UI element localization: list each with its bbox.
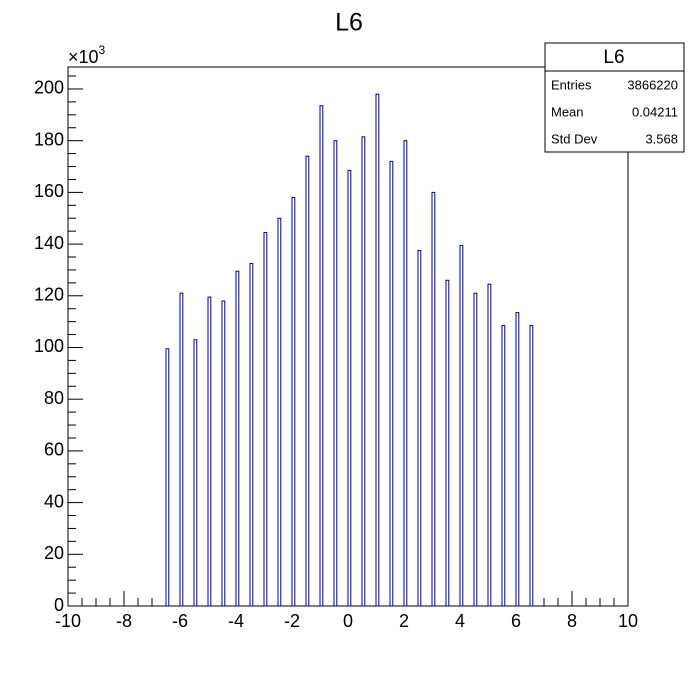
bar — [389, 160, 394, 607]
bar — [473, 292, 478, 607]
stats-value: 0.04211 — [632, 104, 678, 119]
bar — [277, 217, 282, 607]
x-tick-label: 2 — [399, 611, 409, 631]
bar — [333, 140, 338, 607]
y-multiplier-base: ×10 — [68, 47, 99, 67]
x-tick-label: -6 — [172, 611, 188, 631]
bar — [459, 244, 464, 607]
bar — [487, 283, 492, 607]
y-tick-label: 0 — [54, 595, 64, 615]
x-tick-label: -8 — [116, 611, 132, 631]
bar — [305, 155, 310, 607]
y-tick-label: 200 — [34, 78, 64, 98]
stats-label: Entries — [551, 77, 592, 92]
x-tick-label: 10 — [618, 611, 638, 631]
x-tick-label: -4 — [228, 611, 244, 631]
bar — [515, 312, 520, 607]
x-tick-label: 4 — [455, 611, 465, 631]
stats-label: Std Dev — [551, 131, 598, 146]
bar — [347, 169, 352, 607]
bar — [375, 93, 380, 607]
stats-title: L6 — [603, 47, 624, 68]
y-tick-label: 20 — [44, 543, 64, 563]
bar — [165, 348, 170, 607]
bar — [179, 292, 184, 607]
x-tick-label: 6 — [511, 611, 521, 631]
y-tick-label: 80 — [44, 388, 64, 408]
stats-value: 3.568 — [645, 131, 678, 146]
bar — [431, 191, 436, 607]
y-tick-label: 40 — [44, 491, 64, 511]
bar — [263, 231, 268, 607]
bar — [319, 105, 324, 607]
stats-value: 3866220 — [627, 77, 678, 92]
y-tick-label: 120 — [34, 285, 64, 305]
bar — [445, 279, 450, 607]
stats-box: L6 Entries 3866220 Mean 0.04211 Std Dev 3.568 — [544, 42, 685, 153]
bar — [529, 325, 534, 607]
bar — [291, 197, 296, 607]
x-tick-label: 8 — [567, 611, 577, 631]
bar — [361, 136, 366, 607]
x-tick-label: -10 — [55, 611, 81, 631]
y-tick-label: 140 — [34, 233, 64, 253]
y-tick-label: 60 — [44, 440, 64, 460]
y-tick-label: 180 — [34, 129, 64, 149]
y-multiplier: ×103 — [68, 43, 106, 67]
bar — [235, 270, 240, 607]
bar — [417, 250, 422, 607]
chart-title: L6 — [335, 9, 363, 37]
x-tick-label: -2 — [284, 611, 300, 631]
y-tick-label: 100 — [34, 336, 64, 356]
bar — [403, 140, 408, 607]
bar — [501, 325, 506, 607]
bar — [221, 300, 226, 607]
y-multiplier-exponent: 3 — [99, 43, 106, 57]
y-tick-label: 160 — [34, 181, 64, 201]
x-tick-label: 0 — [343, 611, 353, 631]
stats-frame — [544, 42, 685, 153]
bar — [193, 339, 198, 607]
bar — [207, 296, 212, 607]
bar — [249, 262, 254, 607]
stats-label: Mean — [551, 104, 584, 119]
